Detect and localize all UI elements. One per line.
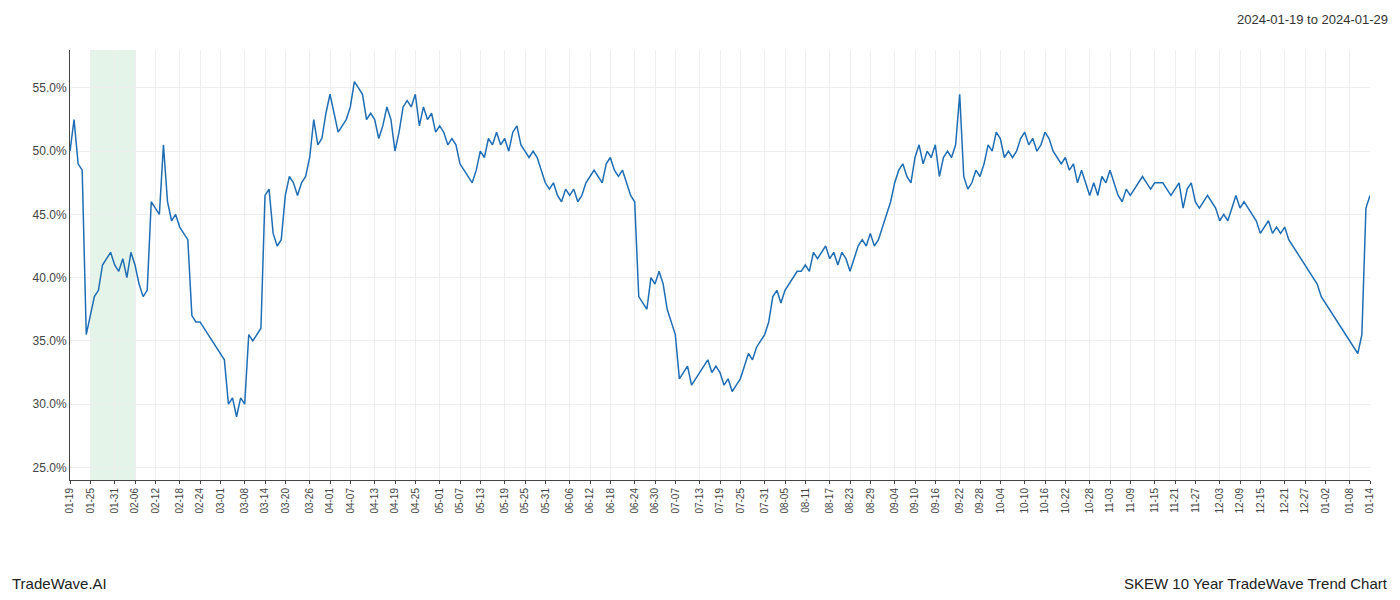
- svg-text:12-09: 12-09: [1234, 488, 1245, 514]
- svg-text:03-26: 03-26: [304, 488, 315, 514]
- svg-text:10-16: 10-16: [1039, 488, 1050, 514]
- svg-text:TradeWave.AI: TradeWave.AI: [12, 575, 107, 592]
- svg-text:10-04: 10-04: [995, 488, 1006, 514]
- svg-text:11-21: 11-21: [1169, 488, 1180, 513]
- svg-text:12-21: 12-21: [1279, 488, 1290, 514]
- svg-text:09-04: 09-04: [889, 488, 900, 514]
- svg-text:10-22: 10-22: [1060, 488, 1071, 514]
- svg-text:07-31: 07-31: [759, 488, 770, 514]
- svg-text:03-14: 03-14: [259, 488, 270, 514]
- svg-text:SKEW 10 Year TradeWave Trend C: SKEW 10 Year TradeWave Trend Chart: [1124, 575, 1388, 592]
- svg-text:11-03: 11-03: [1104, 488, 1115, 513]
- svg-text:09-10: 09-10: [909, 488, 920, 514]
- svg-text:35.0%: 35.0%: [33, 334, 67, 348]
- svg-text:08-23: 08-23: [844, 488, 855, 514]
- svg-text:03-08: 03-08: [239, 488, 250, 514]
- svg-text:01-19: 01-19: [64, 488, 75, 514]
- svg-text:07-13: 07-13: [694, 488, 705, 514]
- svg-text:11-09: 11-09: [1125, 488, 1136, 513]
- svg-text:11-15: 11-15: [1149, 488, 1160, 513]
- svg-text:04-01: 04-01: [324, 488, 335, 514]
- svg-text:05-07: 05-07: [454, 488, 465, 514]
- svg-text:08-11: 08-11: [800, 488, 811, 513]
- svg-text:50.0%: 50.0%: [33, 144, 67, 158]
- svg-text:11-27: 11-27: [1190, 488, 1201, 513]
- svg-text:07-25: 07-25: [735, 488, 746, 514]
- svg-text:04-25: 04-25: [410, 488, 421, 514]
- svg-text:25.0%: 25.0%: [33, 461, 67, 475]
- svg-text:01-31: 01-31: [109, 488, 120, 514]
- svg-text:07-19: 07-19: [714, 488, 725, 514]
- svg-text:06-12: 06-12: [584, 488, 595, 514]
- svg-text:12-27: 12-27: [1299, 488, 1310, 514]
- svg-text:01-02: 01-02: [1320, 488, 1331, 514]
- svg-text:04-13: 04-13: [369, 488, 380, 514]
- svg-text:05-25: 05-25: [519, 488, 530, 514]
- svg-text:02-12: 02-12: [150, 488, 161, 514]
- svg-text:45.0%: 45.0%: [33, 208, 67, 222]
- svg-text:09-16: 09-16: [930, 488, 941, 514]
- svg-text:2024-01-19 to 2024-01-29: 2024-01-19 to 2024-01-29: [1237, 12, 1388, 27]
- svg-text:08-29: 08-29: [865, 488, 876, 514]
- svg-text:40.0%: 40.0%: [33, 271, 67, 285]
- svg-text:02-18: 02-18: [174, 488, 185, 514]
- svg-text:03-20: 03-20: [280, 488, 291, 514]
- svg-text:01-08: 01-08: [1344, 488, 1355, 514]
- svg-text:02-24: 02-24: [194, 488, 205, 514]
- svg-text:08-17: 08-17: [824, 488, 835, 514]
- svg-text:04-07: 04-07: [345, 488, 356, 514]
- svg-text:12-03: 12-03: [1214, 488, 1225, 514]
- svg-text:10-28: 10-28: [1084, 488, 1095, 514]
- svg-text:05-31: 05-31: [540, 488, 551, 514]
- svg-text:06-30: 06-30: [649, 488, 660, 514]
- svg-text:04-19: 04-19: [389, 488, 400, 514]
- svg-text:06-06: 06-06: [564, 488, 575, 514]
- svg-text:12-15: 12-15: [1255, 488, 1266, 514]
- svg-text:05-01: 05-01: [434, 488, 445, 514]
- svg-text:01-25: 01-25: [85, 488, 96, 514]
- svg-text:09-28: 09-28: [974, 488, 985, 514]
- svg-text:08-05: 08-05: [779, 488, 790, 514]
- svg-text:03-01: 03-01: [215, 488, 226, 514]
- svg-text:01-14: 01-14: [1364, 488, 1375, 514]
- svg-text:55.0%: 55.0%: [33, 81, 67, 95]
- svg-text:02-06: 02-06: [129, 488, 140, 514]
- svg-text:30.0%: 30.0%: [33, 397, 67, 411]
- svg-text:09-22: 09-22: [954, 488, 965, 514]
- svg-text:05-19: 05-19: [499, 488, 510, 514]
- svg-text:10-10: 10-10: [1019, 488, 1030, 514]
- svg-text:06-18: 06-18: [605, 488, 616, 514]
- svg-text:07-07: 07-07: [670, 488, 681, 514]
- svg-text:05-13: 05-13: [475, 488, 486, 514]
- svg-text:06-24: 06-24: [629, 488, 640, 514]
